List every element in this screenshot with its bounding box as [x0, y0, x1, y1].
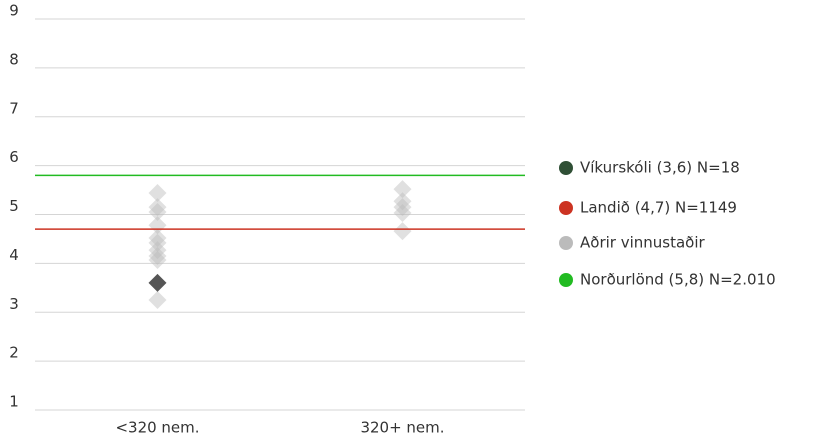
x-tick-label: 320+ nem. [360, 419, 444, 437]
point [393, 180, 412, 199]
point [148, 291, 167, 310]
point [393, 192, 412, 211]
y-tick-label: 5 [9, 197, 19, 215]
point [148, 273, 167, 292]
point [393, 204, 412, 223]
legend-marker [559, 236, 573, 250]
point [393, 222, 412, 241]
y-tick-label: 3 [9, 295, 19, 313]
legend-label: Norðurlönd (5,8) N=2.010 [580, 271, 776, 289]
y-tick-label: 8 [9, 50, 19, 68]
x-tick-label: <320 nem. [115, 419, 199, 437]
y-tick-label: 4 [9, 246, 19, 264]
legend-label: Aðrir vinnustaðir [580, 234, 706, 252]
legend-marker [559, 273, 573, 287]
legend-marker [559, 161, 573, 175]
point [148, 203, 167, 222]
y-tick-label: 7 [9, 99, 19, 117]
legend-label: Víkurskóli (3,6) N=18 [580, 159, 740, 177]
y-tick-label: 2 [9, 344, 19, 362]
point [148, 198, 167, 217]
legend-marker [559, 201, 573, 215]
point [148, 250, 167, 269]
point [148, 233, 167, 252]
point [393, 198, 412, 217]
point [148, 183, 167, 202]
point [148, 228, 167, 247]
point [148, 241, 167, 260]
y-tick-label: 9 [9, 2, 19, 20]
legend-label: Landið (4,7) N=1149 [580, 199, 737, 217]
y-tick-label: 6 [9, 148, 19, 166]
y-tick-label: 1 [9, 393, 19, 411]
point [148, 247, 167, 266]
